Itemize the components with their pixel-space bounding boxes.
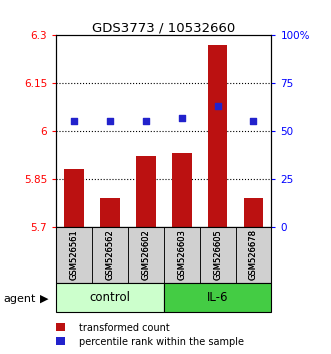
Point (143, 119, 149, 124)
Bar (208, 45, 227, 227)
Text: GSM526561: GSM526561 (70, 229, 79, 280)
Text: agent: agent (3, 294, 36, 304)
Text: GSM526602: GSM526602 (141, 229, 150, 280)
Text: percentile rank within the sample: percentile rank within the sample (79, 337, 244, 347)
Point (107, 119, 113, 124)
Bar (244, 198, 263, 227)
Text: GSM526678: GSM526678 (249, 229, 258, 280)
Text: GSM526561: GSM526561 (70, 229, 79, 280)
Bar (56, 283, 164, 312)
Text: GSM526562: GSM526562 (106, 229, 115, 280)
Text: control: control (90, 291, 130, 304)
Point (71, 119, 77, 124)
Text: GSM526678: GSM526678 (249, 229, 258, 280)
Title: GDS3773 / 10532660: GDS3773 / 10532660 (92, 21, 235, 34)
Text: GSM526605: GSM526605 (213, 229, 222, 280)
Bar (172, 153, 192, 227)
Point (215, 103, 220, 109)
Text: IL-6: IL-6 (207, 291, 228, 304)
Point (251, 119, 256, 124)
Bar (164, 283, 271, 312)
Text: GSM526605: GSM526605 (213, 229, 222, 280)
Text: transformed count: transformed count (79, 323, 170, 333)
Text: GSM526603: GSM526603 (177, 229, 186, 280)
Bar (100, 198, 120, 227)
Text: GSM526603: GSM526603 (177, 229, 186, 280)
Bar (136, 156, 156, 227)
Bar (64, 169, 84, 227)
Point (179, 115, 184, 120)
Text: GSM526562: GSM526562 (106, 229, 115, 280)
Text: ▶: ▶ (40, 294, 49, 304)
Text: GSM526602: GSM526602 (141, 229, 150, 280)
